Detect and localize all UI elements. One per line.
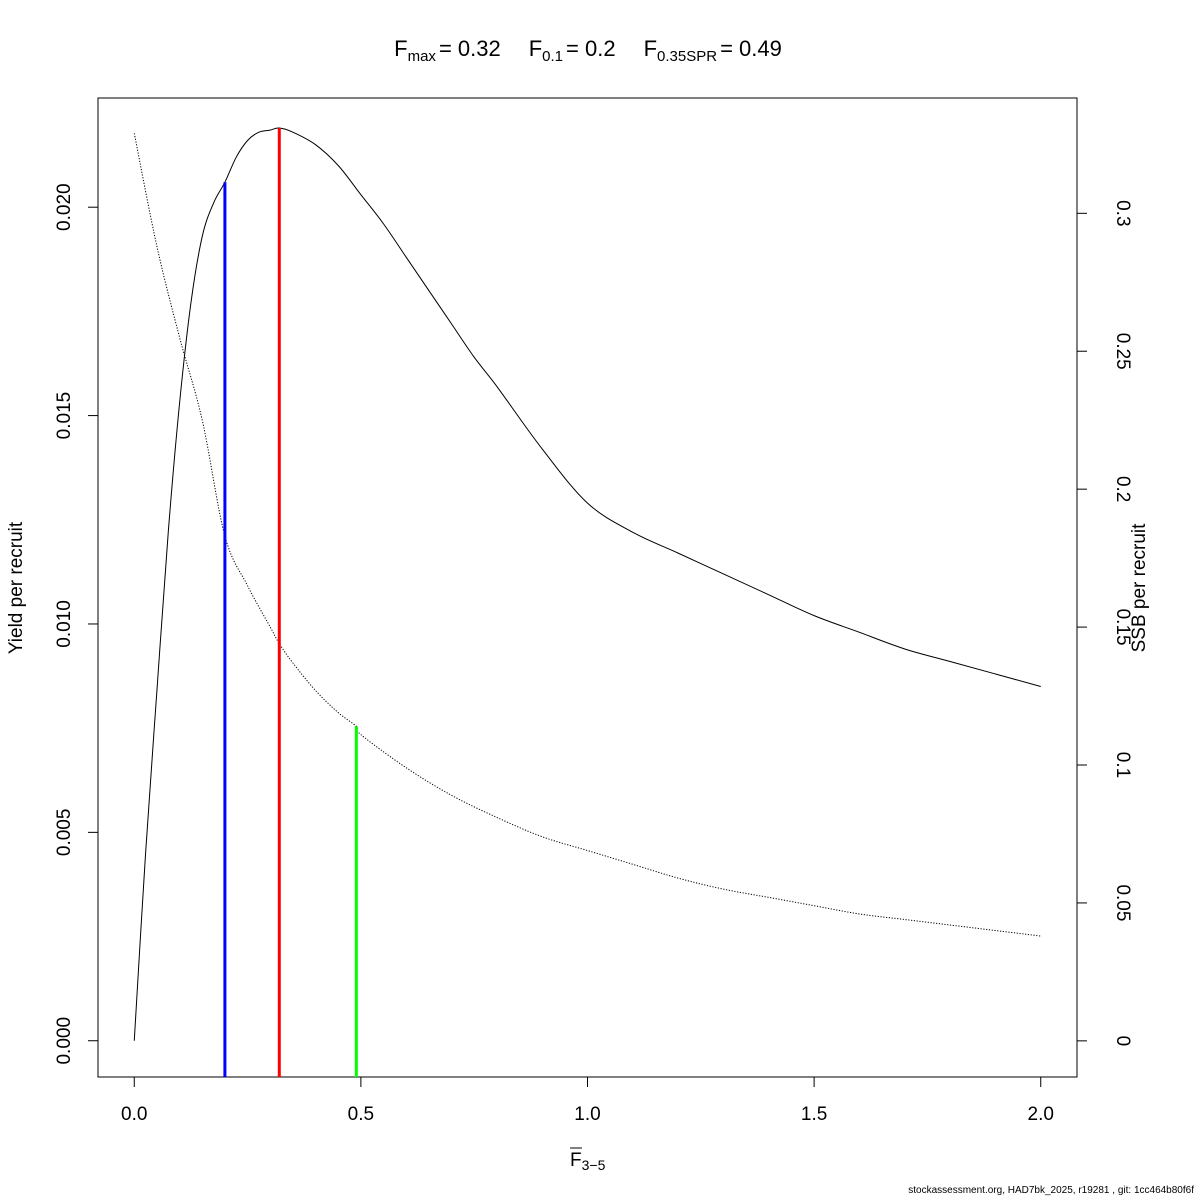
plot-frame [97, 97, 1078, 1078]
y-left-tick-label: 0.010 [54, 600, 75, 648]
x-label-text: F3−5 [570, 1150, 606, 1173]
title-f01-sub: 0.1 [542, 48, 563, 65]
footer-credit: stockassessment.org, HAD7bk_2025, r19281… [908, 1185, 1194, 1196]
y-right-tick-label: 0.3 [1112, 200, 1133, 226]
y-right-tick-label: 0 [1112, 1036, 1133, 1047]
x-axis: 0.0 0.5 1.0 1.5 2.0 [121, 1076, 1054, 1125]
reference-lines [223, 128, 358, 1077]
y-right-tick-label: 0.2 [1112, 476, 1133, 502]
y-right-label: SSB per recruit [1129, 523, 1150, 653]
y-left-tick-label: 0.020 [54, 183, 75, 231]
y-left-axis: 0.000 0.005 0.010 0.015 0.020 [54, 183, 99, 1065]
title-fmax-sub: max [408, 48, 437, 65]
x-tick-label: 2.0 [1028, 1104, 1054, 1125]
y-right-axis: 0 0.05 0.1 0.15 0.2 0.25 0.3 [1076, 200, 1133, 1047]
chart-title: Fmax = 0.32 F0.1 = 0.2 F0.35SPR = 0.49 [394, 36, 782, 65]
x-label-sub: 3−5 [582, 1157, 606, 1173]
title-fspr-value: = 0.49 [720, 36, 782, 61]
x-tick-label: 1.5 [801, 1104, 827, 1125]
x-label-main: F [570, 1150, 582, 1171]
x-tick-label: 1.0 [574, 1104, 600, 1125]
y-right-tick-label: 0.25 [1112, 333, 1133, 370]
title-fspr-sub: 0.35SPR [657, 48, 717, 65]
x-tick-label: 0.5 [348, 1104, 374, 1125]
title-fmax-value: = 0.32 [439, 36, 501, 61]
x-tick-label: 0.0 [121, 1104, 147, 1125]
y-right-tick-label: 0.15 [1112, 609, 1133, 646]
title-f01-value: = 0.2 [566, 36, 616, 61]
x-label: F3−5 [570, 1147, 606, 1173]
ssb-per-recruit-line [133, 133, 1041, 937]
y-right-tick-label: 0.05 [1112, 884, 1133, 921]
y-left-tick-label: 0.005 [54, 809, 75, 857]
y-left-label: Yield per recruit [6, 521, 27, 654]
y-right-tick-label: 0.1 [1112, 752, 1133, 778]
series-layer [133, 127, 1041, 1041]
title-f01-label: F [529, 36, 542, 61]
yield-per-recruit-line [133, 127, 1041, 1041]
y-left-tick-label: 0.015 [54, 392, 75, 440]
title-fspr-label: F [644, 36, 657, 61]
title-fmax-label: F [394, 36, 407, 61]
y-left-tick-label: 0.000 [54, 1017, 75, 1065]
